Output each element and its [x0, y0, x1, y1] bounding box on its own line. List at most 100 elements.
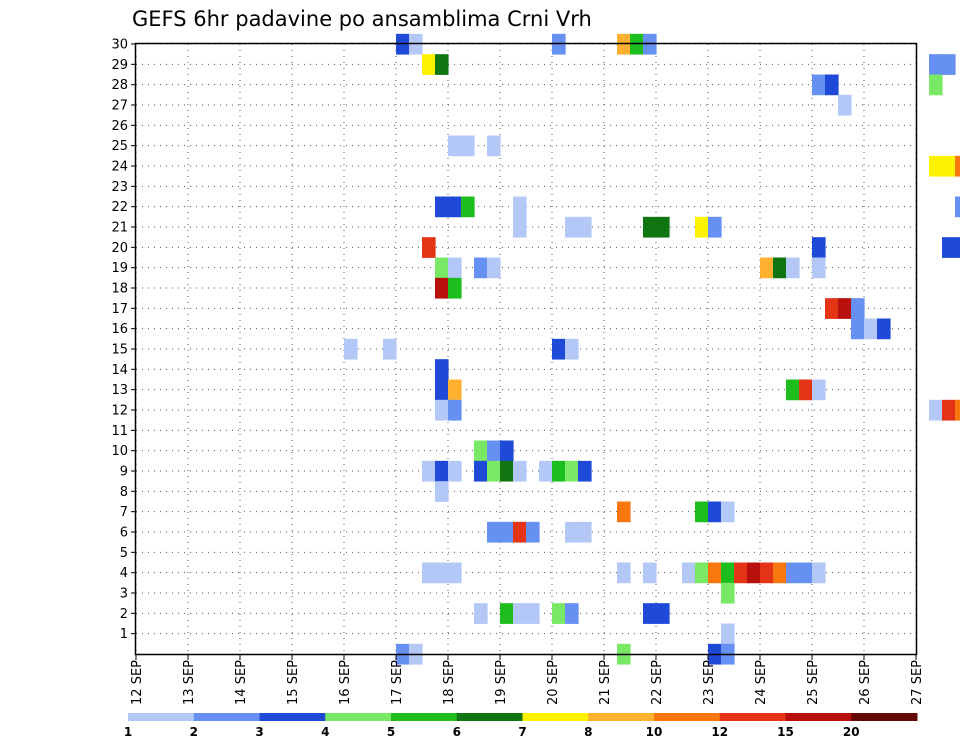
heatmap-cell: [942, 155, 956, 177]
y-tick-label: 29: [111, 58, 128, 73]
heatmap-cell: [760, 562, 774, 584]
x-tick-label: 23 SEP: [702, 660, 717, 705]
heatmap-cell: [656, 603, 670, 624]
heatmap-cell: [942, 237, 956, 258]
y-tick-label: 16: [111, 322, 128, 337]
axis-layer: 1234567891011121314151617181920212223242…: [111, 38, 925, 705]
heatmap-cell: [929, 54, 943, 75]
heatmap-cell: [435, 257, 449, 279]
colorbar-tick-label: 6: [453, 725, 461, 739]
heatmap-cell: [942, 399, 956, 421]
colorbar-tick-label: 8: [584, 725, 592, 739]
heatmap-cell: [721, 582, 735, 604]
colorbar-swatch: [259, 713, 326, 721]
heatmap-cell: [435, 562, 449, 584]
heatmap-cell: [877, 318, 891, 340]
x-tick-label: 14 SEP: [234, 660, 249, 705]
heatmap-cell: [708, 562, 722, 584]
y-tick-label: 14: [111, 363, 128, 378]
colorbar-tick-label: 20: [843, 725, 860, 739]
x-tick-label: 24 SEP: [754, 660, 769, 705]
heatmap-cell: [383, 338, 397, 360]
y-tick-label: 24: [111, 160, 128, 175]
x-tick-label: 26 SEP: [858, 660, 873, 705]
heatmap-cell: [773, 257, 787, 279]
x-tick-label: 16 SEP: [338, 660, 353, 705]
colorbar-tick-label: 2: [190, 725, 198, 739]
x-tick-label: 22 SEP: [650, 660, 665, 705]
colorbar-tick-label: 7: [518, 725, 526, 739]
heatmap-cell: [773, 562, 787, 584]
colorbar-swatch: [522, 713, 589, 721]
heatmap-cell: [565, 460, 579, 482]
heatmap-cell: [539, 460, 553, 482]
heatmap-cell: [448, 562, 462, 584]
heatmap-cell: [448, 277, 462, 299]
heatmap-cell: [448, 257, 462, 279]
y-tick-label: 5: [120, 546, 128, 561]
heatmap-cell: [799, 379, 813, 401]
heatmap-cell: [955, 399, 960, 421]
colorbar-tick-label: 1: [124, 725, 132, 739]
y-tick-label: 8: [120, 485, 128, 500]
colorbar-tick-label: 15: [777, 725, 794, 739]
heatmap-cell: [552, 460, 566, 482]
x-tick-label: 20 SEP: [546, 660, 561, 705]
y-tick-label: 25: [111, 139, 128, 154]
heatmap-cell: [422, 562, 436, 584]
heatmap-cell: [513, 460, 527, 482]
colorbar-tick-label: 4: [321, 725, 329, 739]
chart-title: GEFS 6hr padavine po ansamblima Crni Vrh: [132, 7, 592, 31]
x-tick-label: 27 SEP: [910, 660, 925, 705]
heatmap-cell: [695, 501, 709, 523]
heatmap-cell: [435, 460, 449, 482]
heatmap-cell: [695, 216, 709, 238]
heatmap-cell: [812, 562, 826, 584]
heatmap-cell: [578, 521, 592, 543]
heatmap-cell: [734, 562, 748, 584]
heatmap-cell: [955, 196, 960, 218]
y-tick-label: 18: [111, 282, 128, 297]
colorbar-swatch: [719, 713, 786, 721]
heatmap-cell: [851, 298, 865, 319]
colorbar-tick-label: 5: [387, 725, 395, 739]
y-tick-label: 20: [111, 241, 128, 256]
heatmap-cell: [929, 155, 943, 177]
x-tick-label: 21 SEP: [598, 660, 613, 705]
heatmap-cell: [786, 562, 800, 584]
heatmap-cell: [435, 481, 449, 502]
y-tick-label: 28: [111, 78, 128, 93]
heatmap-cell: [708, 501, 722, 523]
colorbar: 1 2 3 4 5 6 7 8 10 12 15 20: [124, 713, 918, 739]
y-tick-label: 4: [120, 566, 128, 581]
heatmap-cell: [435, 196, 449, 218]
heatmap-cell: [461, 196, 475, 218]
heatmap-cell: [825, 74, 839, 96]
y-tick-label: 17: [111, 302, 128, 317]
heatmap-cell: [565, 603, 579, 624]
heatmap-cell: [500, 460, 514, 482]
heatmap-cell: [695, 562, 709, 584]
heatmap-cell: [656, 216, 670, 238]
heatmap-cell: [513, 196, 527, 218]
heatmap-cell: [500, 440, 514, 462]
colorbar-swatch: [654, 713, 721, 721]
y-tick-label: 21: [111, 221, 128, 236]
y-tick-label: 19: [111, 261, 128, 276]
heatmap-cell: [500, 521, 514, 543]
y-tick-label: 13: [111, 383, 128, 398]
heatmap-cell: [942, 54, 956, 75]
colorbar-swatch: [851, 713, 918, 721]
heatmap-cell: [799, 562, 813, 584]
heatmap-cell: [578, 460, 592, 482]
heatmap-cell: [487, 521, 501, 543]
heatmap-cell: [682, 562, 696, 584]
heatmap-cell: [461, 135, 475, 157]
colorbar-swatch: [128, 713, 195, 721]
heatmap-cell: [474, 603, 488, 624]
heatmap-cell: [526, 521, 540, 543]
heatmap-cell: [448, 460, 462, 482]
heatmap-cell: [643, 562, 657, 584]
heatmap-cell: [721, 562, 735, 584]
heatmap-cell: [812, 74, 826, 96]
